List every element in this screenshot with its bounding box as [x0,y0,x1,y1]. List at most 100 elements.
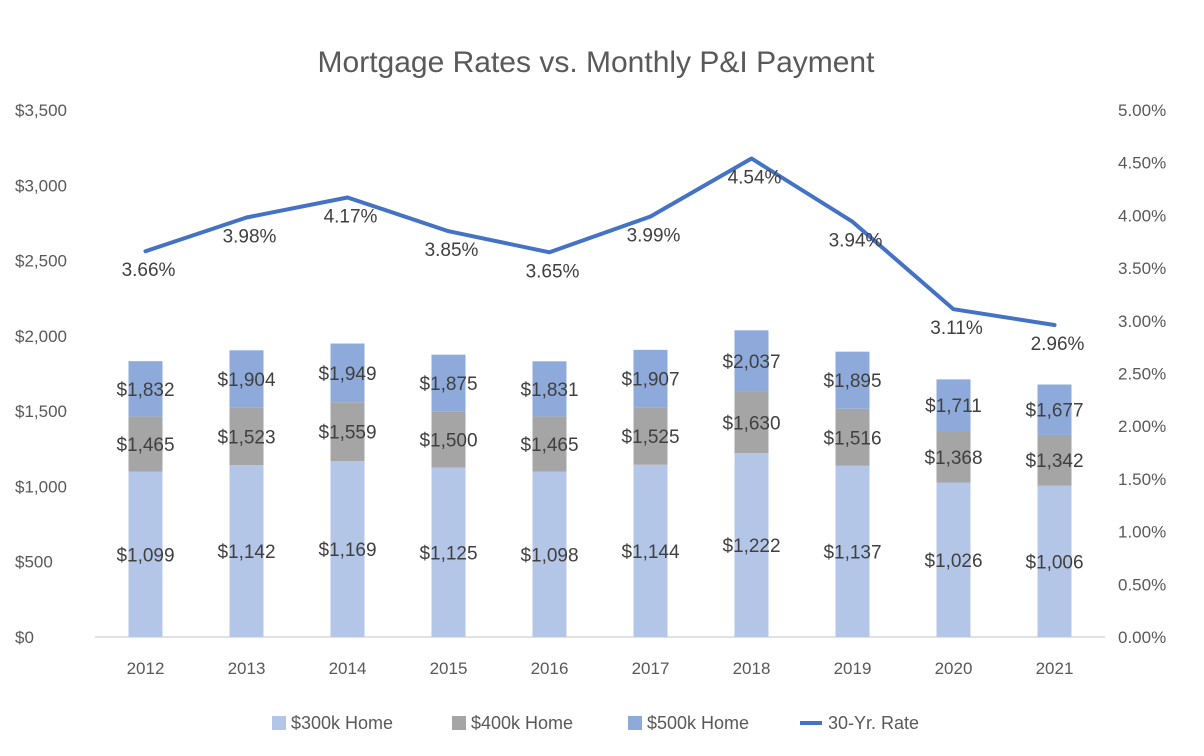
bar-data-label: $1,832 [116,380,174,401]
bar-data-label: $1,342 [1025,451,1083,472]
rate-point [245,216,248,220]
bar-segment [128,416,163,472]
bar-segment [229,350,264,408]
rate-point [750,156,753,160]
y2-tick-label: 5.00% [1118,101,1166,120]
rate-data-label: 3.66% [122,260,176,281]
legend-label: 30-Yr. Rate [828,713,919,733]
bar-data-label: $1,949 [318,364,376,385]
bar-segment [128,471,163,637]
y2-tick-label: 3.50% [1118,259,1166,278]
bar-data-label: $1,368 [924,448,982,469]
bar-segment [835,351,870,409]
x-tick-label: 2014 [329,659,367,678]
bar-data-label: $1,523 [217,427,275,448]
y-tick-label: $1,000 [15,477,67,496]
bar-segment [633,407,668,465]
bar-segment [835,408,870,466]
y-tick-label: $2,500 [15,252,67,271]
rate-point [548,250,551,254]
legend-label: $500k Home [647,713,749,733]
legend-label: $300k Home [291,713,393,733]
y2-tick-label: 2.50% [1118,365,1166,384]
bar-segment [633,464,668,637]
bar-data-label: $1,711 [925,396,982,417]
bar-segment [532,416,567,472]
rate-point [1053,323,1056,327]
bar-segment [431,467,466,637]
bar-data-label: $1,465 [520,435,578,456]
rate-point [649,214,652,218]
rate-point [851,220,854,224]
bar-segment [330,402,365,461]
bar-segment [835,465,870,637]
y2-tick-label: 0.00% [1118,628,1166,647]
bar-data-label: $1,222 [722,536,780,557]
legend-label: $400k Home [471,713,573,733]
data-labels: $1,099 $1,465 $1,832 $1,142 $1,523 $1,904 $1,1… [116,167,1084,573]
legend-swatch [452,716,466,730]
bar-data-label: $1,630 [722,413,780,434]
rate-data-label: 4.17% [324,206,378,227]
bar-data-label: $1,144 [621,542,680,563]
x-tick-label: 2020 [935,659,973,678]
bar-segment [128,361,163,417]
y-tick-label: $1,500 [15,402,67,421]
x-tick-label: 2015 [430,659,468,678]
rate-data-label: 3.11% [930,318,983,339]
rate-data-label: 3.65% [526,261,580,282]
bar-data-label: $1,516 [823,428,881,449]
bar-data-label: $1,907 [621,370,679,391]
rate-data-label: 3.99% [627,225,681,246]
bar-segment [532,361,567,417]
legend: $300k Home $400k Home $500k Home 30-Yr. Rat… [272,713,919,733]
bar-data-label: $1,006 [1025,552,1083,573]
legend-swatch [628,716,642,730]
bar-segment [431,354,466,412]
bar-segment [330,343,365,403]
x-tick-label: 2012 [127,659,165,678]
rate-point [346,195,349,199]
x-tick-label: 2019 [834,659,872,678]
rate-data-label: 3.94% [829,231,883,252]
bar-data-label: $1,500 [419,430,477,451]
bar-data-label: $1,026 [924,551,982,572]
rate-data-label: 3.98% [223,227,277,248]
bar-segment [734,330,769,392]
bar-data-label: $1,169 [318,540,376,561]
rate-data-label: 2.96% [1031,334,1085,355]
bar-data-label: $1,831 [520,380,578,401]
bar-data-label: $1,098 [520,545,578,566]
bar-data-label: $1,125 [419,543,477,564]
y-tick-label: $3,500 [15,101,67,120]
bar-segment [936,431,971,483]
bar-segment [936,379,971,432]
x-tick-label: 2016 [531,659,569,678]
bar-segment [633,349,668,408]
bar-segment [734,453,769,637]
y2-tick-label: 4.00% [1118,206,1166,225]
y2-tick-label: 0.50% [1118,575,1166,594]
bar-data-label: $1,142 [217,542,275,563]
y2-tick-label: 2.00% [1118,417,1166,436]
x-tick-label: 2018 [733,659,771,678]
bar-segment [532,471,567,637]
rate-point [447,229,450,233]
bar-data-label: $1,904 [217,370,276,391]
axes: $0 $500 $1,000 $1,500 $2,000 $2,500 $3,000 $3,5… [15,101,1166,678]
rate-point [952,307,955,311]
legend-swatch [272,716,286,730]
bar-data-label: $1,099 [116,545,174,566]
y-tick-label: $3,000 [15,176,67,195]
y2-tick-label: 1.50% [1118,470,1166,489]
y2-tick-label: 4.50% [1118,154,1166,173]
bar-segment [330,460,365,637]
bar-data-label: $1,677 [1025,401,1083,422]
x-tick-label: 2017 [632,659,670,678]
x-tick-label: 2013 [228,659,266,678]
y-tick-label: $500 [15,553,53,572]
bar-segment [1037,485,1072,637]
rate-data-label: 4.54% [728,167,782,188]
y-tick-label: $2,000 [15,327,67,346]
